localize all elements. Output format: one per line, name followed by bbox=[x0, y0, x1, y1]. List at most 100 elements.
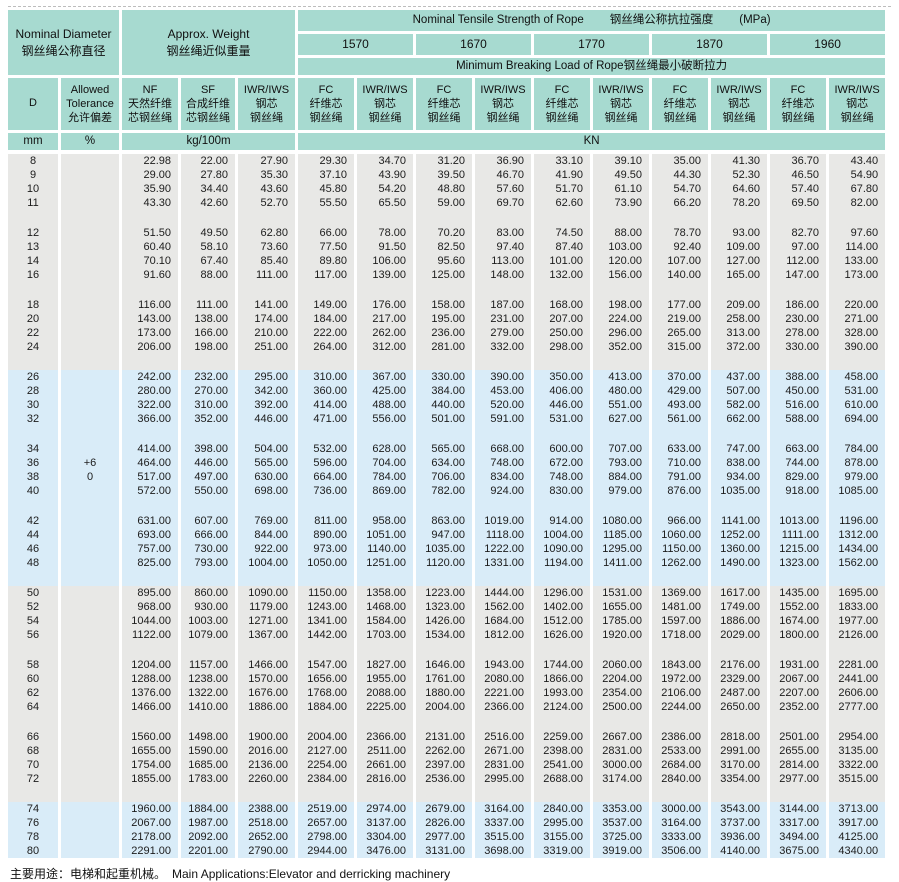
spacer-cell bbox=[298, 354, 355, 370]
cell-value: 1251.00 bbox=[357, 556, 414, 570]
table-row-d80: 80 2291.00 2201.00 2790.00 2944.00 3476.00 313… bbox=[8, 844, 886, 858]
table-row-d64: 64 1466.00 1410.00 1886.00 1884.00 2225.00 200… bbox=[8, 700, 886, 714]
cell-value: 1684.00 bbox=[475, 614, 532, 628]
spacer-cell bbox=[829, 642, 886, 658]
cell-value: 42.60 bbox=[181, 196, 235, 210]
spacer-cell bbox=[475, 354, 532, 370]
cell-value: 3354.00 bbox=[711, 772, 768, 786]
cell-value: 231.00 bbox=[475, 312, 532, 326]
cell-value: 2092.00 bbox=[181, 830, 235, 844]
cell-value: 22.98 bbox=[122, 154, 178, 168]
cell-value: 43.90 bbox=[357, 168, 414, 182]
cell-value: 1466.00 bbox=[122, 700, 178, 714]
spacer-cell bbox=[652, 426, 709, 442]
spacer-cell bbox=[475, 570, 532, 586]
cell-value: 1972.00 bbox=[652, 672, 709, 686]
cell-value: 280.00 bbox=[122, 384, 178, 398]
cell-tolerance bbox=[61, 528, 119, 542]
cell-value: 2684.00 bbox=[652, 758, 709, 772]
cell-value: 3515.00 bbox=[475, 830, 532, 844]
cell-value: 176.00 bbox=[357, 298, 414, 312]
cell-tolerance bbox=[61, 384, 119, 398]
cell-value: 1296.00 bbox=[534, 586, 591, 600]
spacer-cell bbox=[475, 210, 532, 226]
cell-value: 67.40 bbox=[181, 254, 235, 268]
cell-value: 366.00 bbox=[122, 412, 178, 426]
cell-value: 440.00 bbox=[416, 398, 473, 412]
table-row-d70: 70 1754.00 1685.00 2136.00 2254.00 2661.00 239… bbox=[8, 758, 886, 772]
cell-value: 35.30 bbox=[238, 168, 296, 182]
cell-diameter: 10 bbox=[8, 182, 58, 196]
cell-value: 413.00 bbox=[593, 370, 650, 384]
cell-value: 2178.00 bbox=[122, 830, 178, 844]
cell-value: 471.00 bbox=[298, 412, 355, 426]
spacer-cell bbox=[711, 210, 768, 226]
cell-value: 1360.00 bbox=[711, 542, 768, 556]
table-row-d52: 52 968.00 930.00 1179.00 1243.00 1468.00 1323.… bbox=[8, 600, 886, 614]
cell-value: 2995.00 bbox=[534, 816, 591, 830]
cell-value: 1051.00 bbox=[357, 528, 414, 542]
spacer-cell bbox=[181, 354, 235, 370]
cell-value: 3675.00 bbox=[770, 844, 827, 858]
cell-value: 88.00 bbox=[593, 226, 650, 240]
cell-value: 148.00 bbox=[475, 268, 532, 282]
spacer-cell bbox=[770, 426, 827, 442]
tensile-title-unit: (MPa) bbox=[739, 14, 771, 27]
col-header-d: D bbox=[8, 78, 58, 133]
cell-value: 101.00 bbox=[534, 254, 591, 268]
cell-tolerance bbox=[61, 816, 119, 830]
cell-value: 1584.00 bbox=[357, 614, 414, 628]
cell-value: 78.20 bbox=[711, 196, 768, 210]
cell-value: 298.00 bbox=[534, 340, 591, 354]
cell-value: 878.00 bbox=[829, 456, 886, 470]
cell-value: 1562.00 bbox=[475, 600, 532, 614]
cell-value: 52.30 bbox=[711, 168, 768, 182]
spacer-cell bbox=[357, 498, 414, 514]
table-row-d14: 14 70.10 67.40 85.40 89.80 106.00 95.60 113.00 1… bbox=[8, 254, 886, 268]
tensile-title-en: Nominal Tensile Strength of Rope bbox=[412, 14, 584, 27]
cell-value: 41.90 bbox=[534, 168, 591, 182]
spacer-cell bbox=[652, 354, 709, 370]
cell-value: 1655.00 bbox=[122, 744, 178, 758]
cell-value: 1252.00 bbox=[711, 528, 768, 542]
approx-weight-zh: 钢丝绳近似重量 bbox=[166, 43, 251, 58]
cell-value: 4340.00 bbox=[829, 844, 886, 858]
spacer-cell bbox=[829, 426, 886, 442]
cell-value: 450.00 bbox=[770, 384, 827, 398]
col-header-iwr-1570: IWR/IWS 钢芯 钢丝绳 bbox=[357, 78, 414, 133]
spacer-cell bbox=[181, 714, 235, 730]
cell-value: 2790.00 bbox=[238, 844, 296, 858]
cell-value: 207.00 bbox=[534, 312, 591, 326]
unit-row: mm % kg/100m KN bbox=[8, 133, 886, 154]
cell-value: 2329.00 bbox=[711, 672, 768, 686]
cell-value: 69.70 bbox=[475, 196, 532, 210]
tensile-title-zh: 钢丝绳公称抗拉强度 bbox=[609, 14, 714, 27]
cell-value: 113.00 bbox=[475, 254, 532, 268]
cell-value: 103.00 bbox=[593, 240, 650, 254]
cell-diameter: 20 bbox=[8, 312, 58, 326]
table-row-d68: 68 1655.00 1590.00 2016.00 2127.00 2511.00 226… bbox=[8, 744, 886, 758]
spacer-cell bbox=[61, 354, 119, 370]
cell-value: 33.10 bbox=[534, 154, 591, 168]
cell-diameter: 64 bbox=[8, 700, 58, 714]
cell-value: 1560.00 bbox=[122, 730, 178, 744]
group-spacer bbox=[8, 570, 886, 586]
spacer-cell bbox=[238, 210, 296, 226]
spacer-cell bbox=[357, 714, 414, 730]
spacer-cell bbox=[593, 354, 650, 370]
cell-value: 313.00 bbox=[711, 326, 768, 340]
cell-value: 591.00 bbox=[475, 412, 532, 426]
cell-value: 1367.00 bbox=[238, 628, 296, 642]
cell-value: 2831.00 bbox=[475, 758, 532, 772]
col-header-fc-1870: FC 纤维芯 钢丝绳 bbox=[652, 78, 709, 133]
cell-value: 532.00 bbox=[298, 442, 355, 456]
cell-value: 1179.00 bbox=[238, 600, 296, 614]
cell-value: 1676.00 bbox=[238, 686, 296, 700]
cell-tolerance bbox=[61, 370, 119, 384]
cell-value: 811.00 bbox=[298, 514, 355, 528]
cell-value: 1656.00 bbox=[298, 672, 355, 686]
table-row-d20: 20 143.00 138.00 174.00 184.00 217.00 195.00 23… bbox=[8, 312, 886, 326]
cell-value: 78.00 bbox=[357, 226, 414, 240]
cell-value: 1019.00 bbox=[475, 514, 532, 528]
cell-value: 2131.00 bbox=[416, 730, 473, 744]
